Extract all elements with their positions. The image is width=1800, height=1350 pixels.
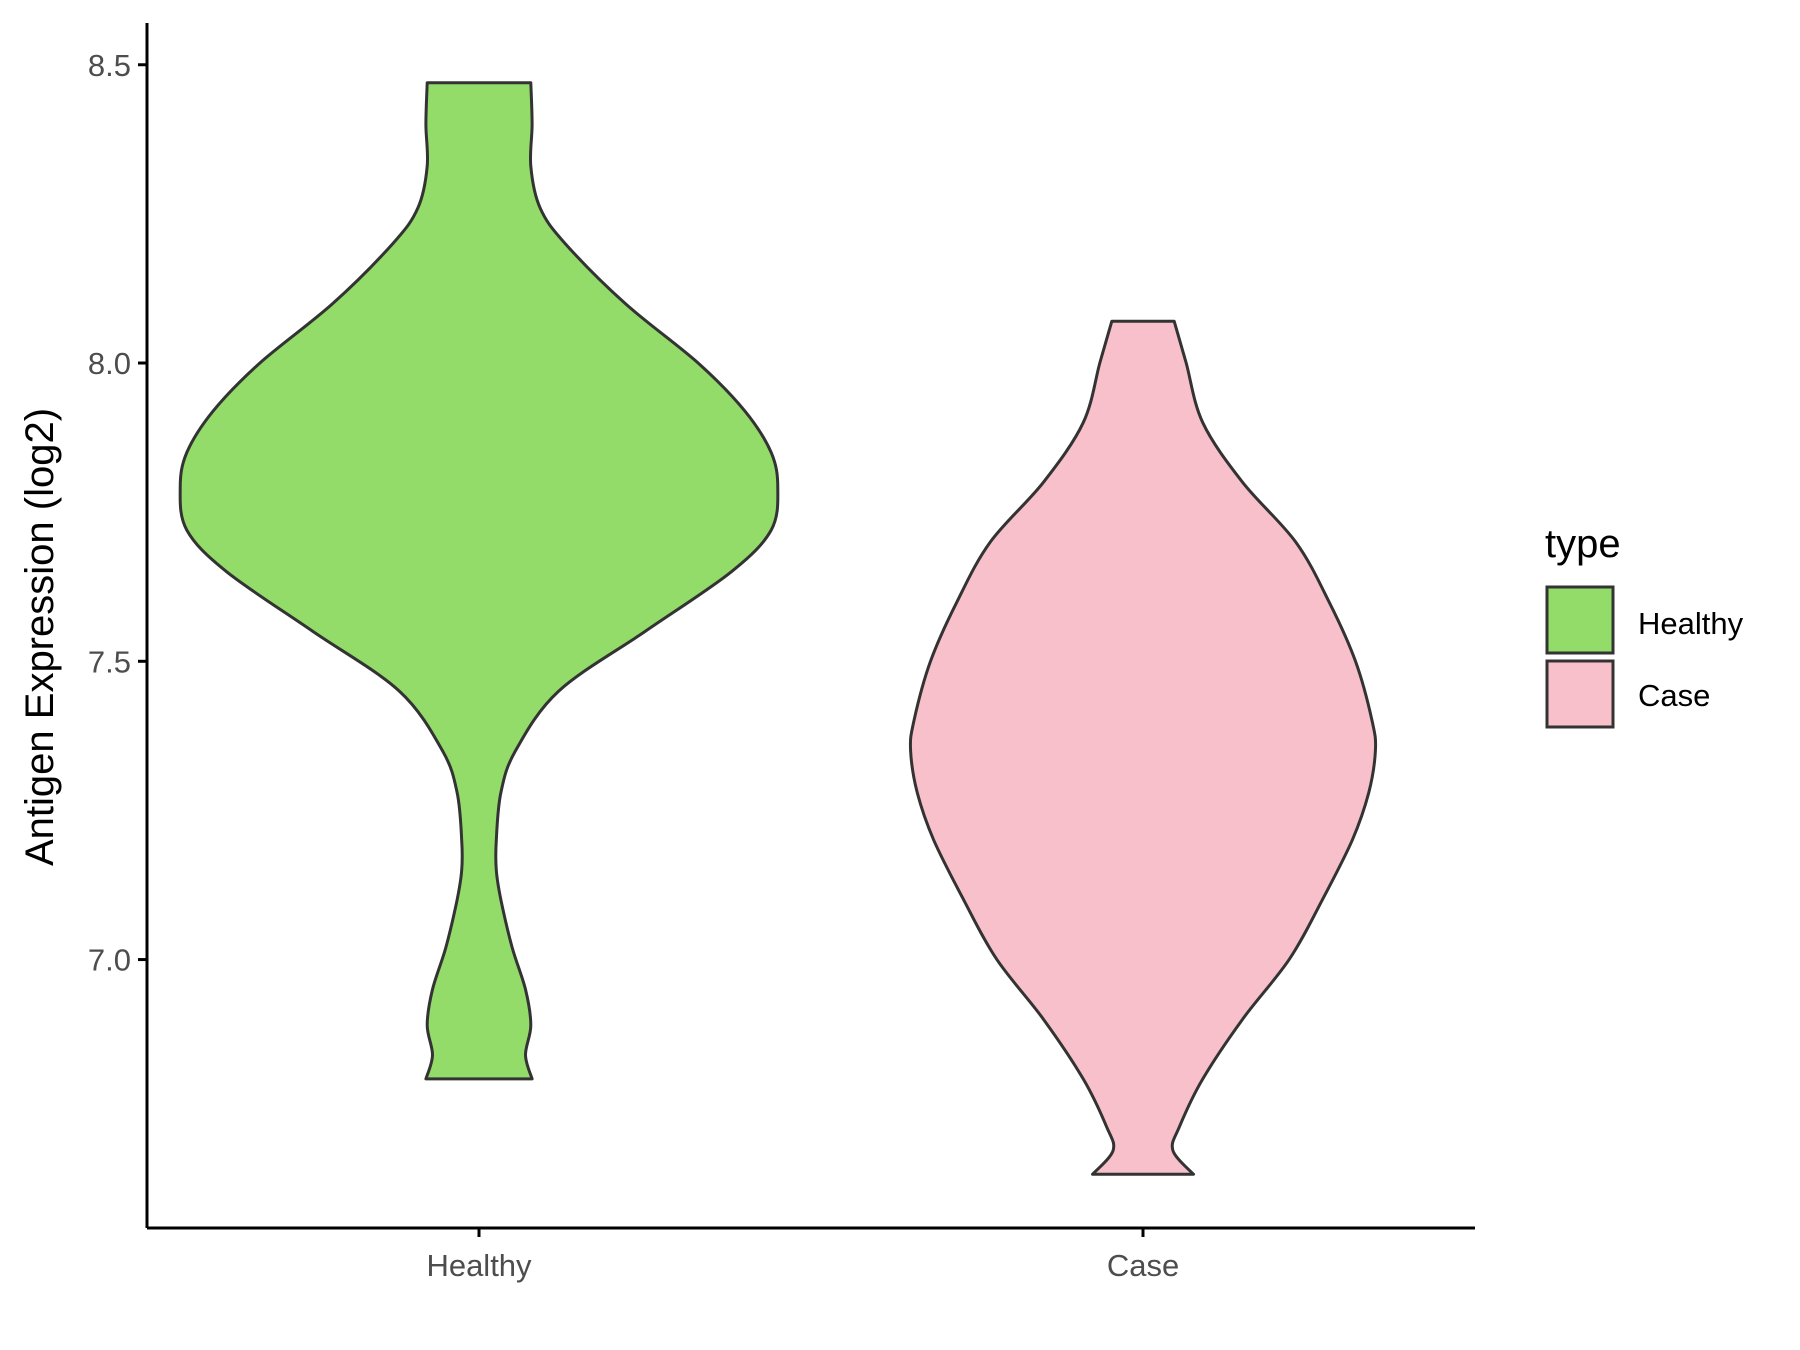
legend-title: type	[1545, 522, 1621, 566]
legend-label-healthy: Healthy	[1638, 606, 1744, 641]
x-tick-label-healthy: Healthy	[426, 1248, 532, 1283]
x-axis-ticks: Healthy Case	[426, 1228, 1179, 1283]
violin-healthy	[178, 81, 780, 1081]
x-tick-label-case: Case	[1107, 1248, 1179, 1283]
legend-swatch-healthy	[1545, 585, 1615, 655]
legend-swatch-case	[1545, 659, 1615, 729]
y-tick-label: 8.0	[88, 346, 131, 381]
y-axis-ticks: 7.0 7.5 8.0 8.5	[88, 48, 147, 978]
violin-case	[908, 319, 1378, 1176]
legend: type Healthy Case	[1545, 522, 1744, 729]
violins-layer	[178, 81, 1378, 1176]
y-axis-title: Antigen Expression (log2)	[18, 408, 62, 866]
y-tick-label: 8.5	[88, 48, 131, 83]
y-tick-label: 7.0	[88, 943, 131, 978]
y-tick-label: 7.5	[88, 644, 131, 679]
legend-label-case: Case	[1638, 678, 1710, 713]
